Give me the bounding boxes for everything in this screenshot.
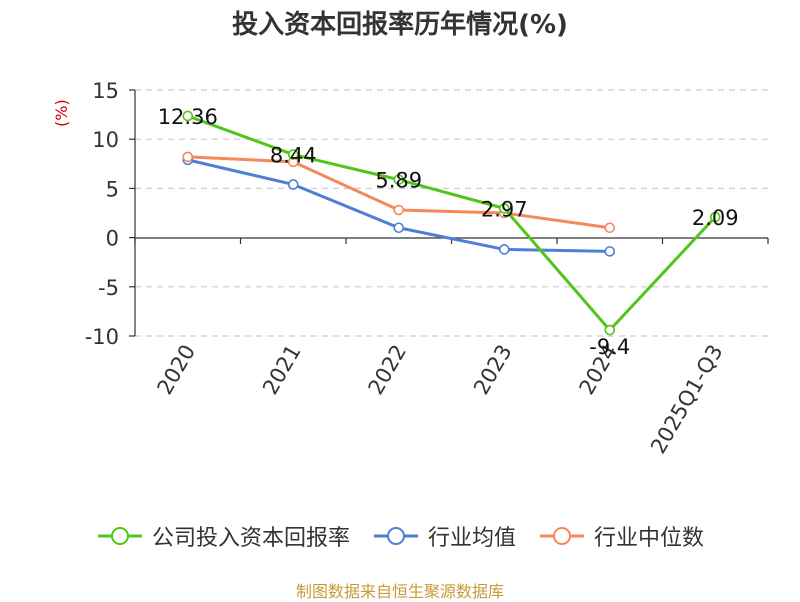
y-tick-label: 10 bbox=[92, 128, 119, 152]
y-tick-label: 15 bbox=[92, 79, 119, 103]
data-label: 2.97 bbox=[481, 197, 528, 221]
chart-legend: 公司投入资本回报率 行业均值 行业中位数 bbox=[0, 518, 800, 554]
legend-swatch-marker bbox=[110, 527, 129, 545]
legend-swatch-company bbox=[97, 527, 142, 545]
series-point-1 bbox=[287, 179, 299, 190]
series-point-2 bbox=[604, 222, 616, 234]
y-tick-label: 0 bbox=[106, 227, 119, 251]
legend-swatch-marker bbox=[386, 527, 405, 545]
data-source-note: 制图数据来自恒生聚源数据库 bbox=[295, 582, 504, 601]
chart-title: 投入资本回报率历年情况(%) bbox=[232, 10, 568, 40]
legend-swatch-marker bbox=[553, 527, 571, 545]
legend-item-company[interactable]: 公司投入资本回报率 bbox=[96, 520, 350, 552]
x-tick-label: 2021 bbox=[258, 341, 306, 399]
legend-label-industry-median: 行业中位数 bbox=[594, 526, 705, 551]
series-point-2 bbox=[182, 151, 194, 163]
series-point-2 bbox=[393, 204, 405, 216]
series-point-0 bbox=[709, 211, 721, 223]
data-label: 8.44 bbox=[270, 144, 317, 168]
series-point-1 bbox=[393, 222, 405, 234]
series-point-0 bbox=[498, 203, 510, 214]
legend-item-industry-mean[interactable]: 行业均值 bbox=[372, 520, 516, 552]
data-label: 5.89 bbox=[375, 169, 422, 193]
series-point-1 bbox=[498, 244, 510, 255]
series-line-0 bbox=[187, 114, 717, 332]
legend-label-industry-mean: 行业均值 bbox=[427, 526, 516, 551]
data-label: -9.4 bbox=[589, 335, 630, 359]
x-tick-label: 2023 bbox=[469, 341, 517, 399]
x-tick-label: 2020 bbox=[153, 341, 201, 399]
x-tick-label: 2025Q1-Q3 bbox=[646, 341, 728, 458]
data-label: 2.09 bbox=[692, 206, 739, 230]
series-point-0 bbox=[287, 149, 299, 160]
series-point-0 bbox=[604, 324, 616, 336]
series-point-0 bbox=[393, 174, 405, 185]
legend-swatch-industry-mean bbox=[373, 527, 418, 545]
legend-swatch-industry-median bbox=[540, 527, 584, 545]
y-tick-label: 5 bbox=[106, 177, 119, 201]
data-label: 12.36 bbox=[158, 105, 218, 129]
y-tick-label: -5 bbox=[98, 276, 119, 300]
series-point-0 bbox=[182, 110, 194, 122]
y-tick-label: -10 bbox=[85, 325, 119, 349]
legend-label-company: 公司投入资本回报率 bbox=[151, 526, 350, 551]
series-point-1 bbox=[604, 246, 616, 257]
legend-item-industry-median[interactable]: 行业中位数 bbox=[538, 520, 704, 552]
x-tick-label: 2022 bbox=[364, 341, 412, 399]
